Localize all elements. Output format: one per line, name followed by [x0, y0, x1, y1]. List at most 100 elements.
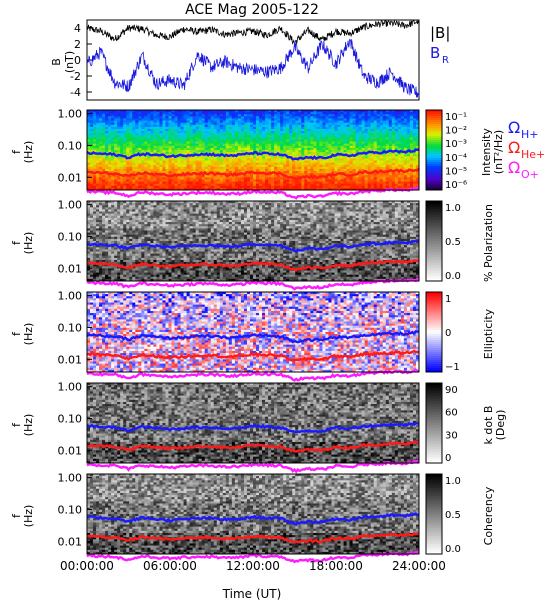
spectrogram-cell	[171, 116, 175, 119]
spectrogram-cell	[132, 164, 136, 168]
spectrogram-cell	[391, 185, 396, 189]
spectrogram-cell	[274, 166, 278, 170]
spectrogram-cell	[256, 124, 260, 128]
spectrogram-cell	[201, 177, 206, 180]
spectrogram-cell	[225, 133, 230, 136]
spectrogram-cell	[373, 143, 378, 147]
spectrogram-cell	[295, 120, 299, 124]
spectrogram-cell	[322, 171, 326, 174]
spectrogram-cell	[325, 133, 329, 136]
spectrogram-cell	[177, 133, 181, 136]
spectrogram-cell	[265, 124, 269, 128]
spectrogram-cell	[120, 255, 124, 259]
spectrogram-cell	[171, 120, 175, 124]
spectrogram-cell	[313, 173, 317, 176]
spectrogram-cell	[343, 162, 347, 166]
spectrogram-cell	[99, 228, 103, 231]
spectrogram-cell	[397, 116, 402, 119]
spectrogram-cell	[213, 122, 218, 126]
spectrogram-cell	[409, 135, 414, 138]
spectrogram-cell	[96, 162, 100, 166]
spectrogram-cell	[90, 179, 94, 182]
spectrogram-cell	[295, 131, 299, 134]
spectrogram-cell	[319, 152, 323, 155]
spectrogram-cell	[225, 120, 230, 124]
spectrogram-cell	[334, 187, 338, 191]
spectrogram-cell	[141, 201, 145, 204]
spectrogram-cell	[120, 133, 124, 136]
spectrogram-cell	[207, 131, 212, 134]
spectrogram-cell	[277, 124, 281, 128]
spectrogram-cell	[219, 145, 224, 149]
spectrogram-cell	[343, 126, 347, 130]
spectrogram-cell	[90, 168, 94, 172]
spectrogram-cell	[204, 158, 209, 161]
spectrogram-cell	[120, 276, 124, 280]
spectrogram-cell	[93, 137, 97, 140]
spectrogram-cell	[189, 124, 194, 128]
spectrogram-cell	[340, 177, 344, 180]
spectrogram-cell	[222, 181, 227, 185]
spectrogram-cell	[376, 187, 381, 191]
spectrogram-cell	[262, 110, 266, 113]
spectrogram-cell	[337, 164, 341, 168]
spectrogram-cell	[120, 162, 124, 166]
spectrogram-cell	[171, 122, 175, 126]
spectrogram-cell	[102, 238, 106, 242]
spectrogram-cell	[174, 124, 178, 128]
spectrogram-cell	[391, 135, 396, 138]
spectrogram-cell	[307, 164, 311, 168]
spectrogram-cell	[189, 152, 194, 155]
spectrogram-cell	[249, 175, 254, 178]
spectrogram-cell	[406, 145, 411, 149]
spectrogram-cell	[268, 154, 272, 157]
spectrogram-cell	[120, 143, 124, 147]
spectrogram-cell	[373, 131, 378, 134]
spectrogram-cell	[394, 162, 399, 166]
spectrogram-cell	[159, 181, 163, 185]
spectrogram-cell	[120, 118, 124, 121]
spectrogram-cell	[174, 158, 178, 161]
spectrogram-cell	[292, 110, 296, 113]
spectrogram-cell	[93, 266, 97, 269]
spectrogram-cell	[93, 164, 97, 168]
spectrogram-cell	[259, 185, 263, 189]
spectrogram-cell	[90, 266, 94, 269]
spectrogram-cell	[186, 183, 191, 187]
spectrogram-cell	[286, 110, 290, 113]
spectrogram-cell	[277, 120, 281, 124]
spectrogram-cell	[138, 268, 142, 271]
spectrogram-cell	[225, 181, 230, 185]
spectrogram-cell	[99, 181, 103, 185]
spectrogram-cell	[307, 110, 311, 113]
spectrogram-cell	[123, 209, 127, 212]
spectrogram-cell	[123, 203, 127, 206]
spectrogram-cell	[222, 150, 227, 153]
spectrogram-cell	[334, 124, 338, 128]
spectrogram-cell	[129, 160, 133, 164]
spectrogram-cell	[370, 124, 375, 128]
spectrogram-cell	[132, 249, 136, 252]
spectrogram-cell	[274, 181, 278, 185]
spectrogram-cell	[225, 137, 230, 140]
spectrogram-cell	[180, 145, 184, 149]
spectrogram-cell	[102, 268, 106, 271]
spectrogram-cell	[186, 145, 191, 149]
spectrogram-cell	[123, 268, 127, 271]
spectrogram-cell	[246, 173, 251, 176]
spectrogram-cell	[117, 131, 121, 134]
spectrogram-cell	[183, 133, 187, 136]
spectrogram-cell	[153, 131, 157, 134]
spectrogram-cell	[132, 247, 136, 250]
spectrogram-cell	[231, 122, 236, 126]
spectrogram-cell	[367, 133, 372, 136]
spectrogram-cell	[400, 143, 405, 147]
spectrogram-cell	[313, 110, 317, 113]
spectrogram-cell	[243, 137, 248, 140]
spectrogram-cell	[319, 110, 323, 113]
spectrogram-cell	[150, 160, 154, 164]
spectrogram-cell	[183, 143, 187, 147]
spectrogram-cell	[195, 135, 200, 138]
spectrogram-cell	[400, 175, 405, 178]
spectrogram-cell	[174, 187, 178, 191]
